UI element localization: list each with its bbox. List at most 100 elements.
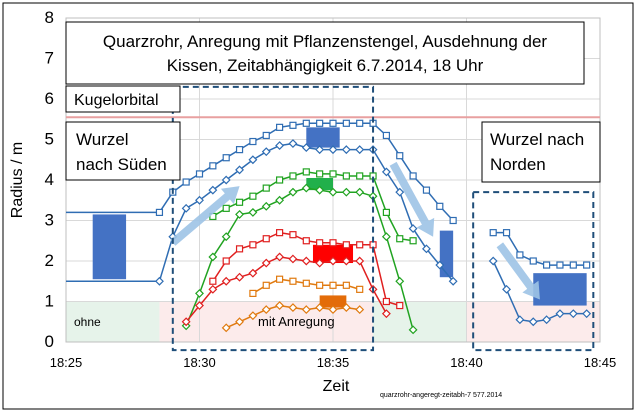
data-point [155, 208, 164, 216]
data-point [261, 305, 271, 315]
data-point [408, 325, 418, 335]
data-point [235, 272, 244, 282]
data-point [382, 297, 390, 306]
data-point [329, 119, 337, 127]
block-bar [306, 177, 333, 191]
data-point [248, 268, 258, 278]
data-point [302, 279, 310, 287]
x-axis-title: Zeit [323, 378, 350, 395]
data-point [381, 309, 391, 319]
series-4 [209, 229, 404, 310]
data-point [222, 257, 230, 265]
kugelorbital-label: Kugelorbital [74, 92, 159, 109]
data-point [262, 235, 270, 243]
data-point [289, 277, 297, 285]
data-point [328, 187, 338, 197]
y-tick-label: 4 [45, 170, 54, 189]
trend-arrow [496, 242, 540, 300]
y-tick-label: 5 [45, 130, 54, 149]
data-point [261, 258, 271, 268]
data-point [555, 309, 565, 319]
data-point [249, 192, 257, 200]
series-9 [488, 256, 592, 327]
data-point [341, 303, 351, 313]
data-point [341, 256, 351, 266]
data-point [301, 143, 311, 153]
y-tick-label: 1 [45, 292, 54, 311]
x-tick-label: 18:40 [450, 355, 483, 370]
data-point [275, 141, 285, 151]
data-point [342, 241, 350, 249]
data-point [181, 203, 191, 213]
data-point [276, 123, 284, 131]
data-point [356, 241, 364, 249]
data-point [235, 198, 244, 206]
data-point [502, 284, 511, 294]
data-point [222, 154, 230, 162]
shaded-region [373, 301, 467, 342]
data-point [289, 121, 297, 129]
kugelorbital-box [65, 85, 181, 113]
data-point [261, 147, 271, 157]
data-point [382, 131, 390, 140]
data-point [422, 186, 431, 194]
y-tick-label: 0 [45, 332, 54, 351]
y-tick-label: 3 [45, 211, 54, 230]
y-tick-label: 6 [45, 89, 54, 108]
data-point [262, 131, 270, 140]
trend-arrow [389, 161, 435, 237]
arrows [170, 161, 540, 300]
data-point [409, 172, 417, 180]
data-point [289, 231, 297, 239]
series-5 [181, 252, 391, 327]
data-point [221, 276, 231, 286]
dashed-box [472, 191, 595, 352]
baseline-segments [66, 211, 160, 282]
y-tick-label: 7 [45, 49, 54, 68]
data-point [329, 281, 337, 289]
data-point [528, 317, 538, 327]
data-point [395, 276, 405, 286]
data-point [409, 237, 417, 245]
data-point [569, 261, 577, 269]
data-point [301, 183, 311, 193]
data-point [248, 207, 258, 217]
data-point [568, 309, 578, 319]
data-point [275, 252, 285, 262]
data-point [329, 239, 337, 247]
series-2 [209, 168, 417, 245]
data-point [208, 252, 218, 262]
y-tick-label: 2 [45, 251, 54, 270]
chart-title-line2: Kissen, Zeitabhängigkeit 6.7.2014, 18 Uh… [167, 56, 484, 75]
series-0 [155, 119, 457, 225]
data-point [302, 119, 310, 127]
data-point [356, 119, 364, 127]
data-point [316, 170, 324, 178]
data-point [235, 165, 244, 175]
series-7 [221, 301, 365, 333]
wurzel-nord-box [481, 121, 601, 183]
x-tick-label: 18:35 [317, 355, 350, 370]
block-bar [312, 244, 354, 264]
data-point [288, 254, 298, 264]
mit-anregung-label: mit Anregung [258, 314, 335, 329]
x-tick-label: 18:25 [50, 355, 83, 370]
data-point [582, 309, 592, 319]
data-point [529, 257, 537, 265]
wurzel-sued-label-line2: nach Süden [76, 155, 167, 174]
data-point [276, 176, 284, 184]
data-point [209, 277, 217, 285]
data-point [275, 195, 285, 205]
data-point [261, 201, 271, 211]
data-point [276, 229, 284, 237]
data-point [262, 281, 270, 289]
data-point [195, 195, 204, 205]
data-point [516, 251, 524, 259]
data-point [382, 208, 390, 216]
data-point [355, 305, 365, 315]
data-point [381, 167, 391, 177]
data-point [515, 315, 525, 325]
series-6 [249, 275, 364, 297]
data-point [221, 232, 231, 242]
